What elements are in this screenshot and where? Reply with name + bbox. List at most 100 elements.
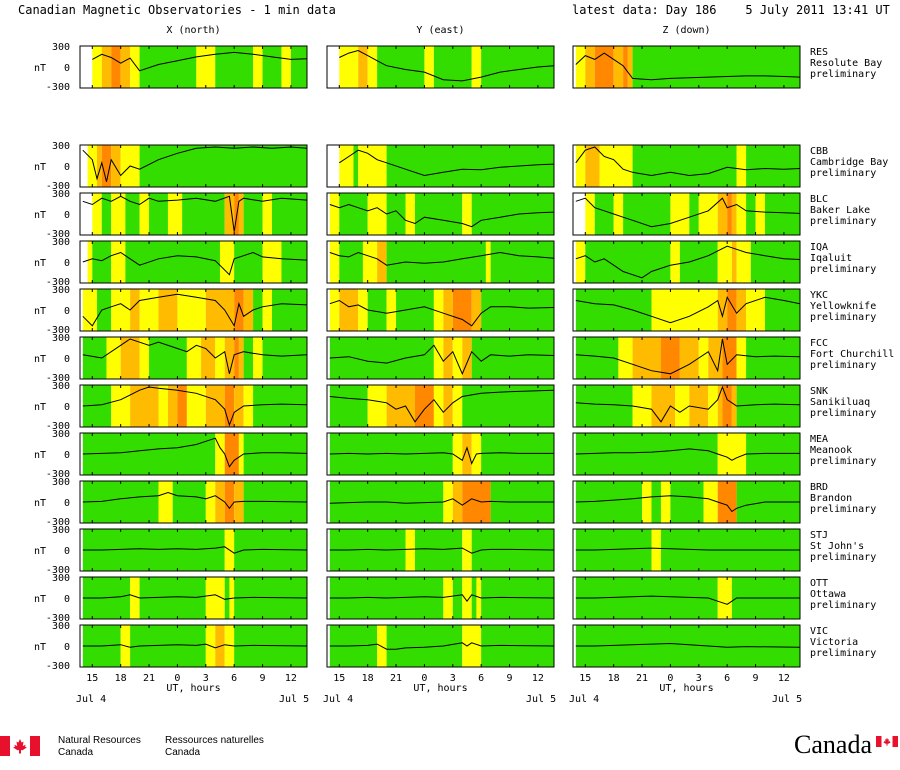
activity-band	[377, 46, 425, 88]
component-headers: X (north) Y (east) Z (down)	[166, 25, 710, 36]
date-label-end: Jul 5	[279, 694, 309, 705]
activity-band	[405, 529, 415, 571]
activity-band	[281, 46, 291, 88]
y-tick-label: 300	[52, 477, 70, 488]
activity-band	[243, 433, 307, 475]
activity-band	[101, 46, 112, 88]
activity-band	[660, 337, 680, 379]
x-tick-label: 6	[724, 673, 730, 684]
activity-band	[689, 385, 709, 427]
station-code: OTT	[810, 578, 828, 589]
activity-band	[139, 193, 150, 235]
activity-band	[111, 193, 126, 235]
activity-band	[689, 193, 699, 235]
station-name: Brandon	[810, 493, 852, 504]
x-tick-label: 21	[636, 673, 648, 684]
station-name: Ottawa	[810, 589, 846, 600]
nrcan-english-line1: Natural Resources	[58, 735, 141, 746]
panel-frame	[326, 384, 555, 428]
activity-band	[215, 337, 225, 379]
activity-band	[262, 337, 307, 379]
nrcan-english-line2: Canada	[58, 747, 94, 758]
panel-iqa-2	[572, 240, 801, 284]
activity-band	[386, 289, 397, 331]
component-header: Y (east)	[416, 25, 464, 36]
y-tick-label: -300	[46, 421, 70, 432]
panel-res-2	[572, 45, 801, 89]
panel-blc-0	[79, 192, 308, 236]
panel-frame	[572, 336, 801, 380]
activity-band	[238, 433, 244, 475]
activity-band	[234, 385, 244, 427]
activity-band	[750, 241, 800, 283]
magnetic-trace	[82, 251, 308, 276]
panel-frame	[79, 45, 308, 89]
activity-band	[205, 481, 216, 523]
y-tick-label: 0	[64, 162, 70, 173]
magnetic-trace	[575, 296, 801, 324]
panel-frame	[572, 45, 801, 89]
activity-band	[290, 46, 307, 88]
panel-frame	[326, 432, 555, 476]
y-tick-label: -300	[46, 565, 70, 576]
activity-band	[224, 481, 235, 523]
activity-band	[358, 289, 368, 331]
y-tick-label: 0	[64, 258, 70, 269]
activity-band	[262, 193, 273, 235]
activity-band	[196, 46, 216, 88]
panel-brd-1	[326, 480, 555, 524]
activity-band	[158, 385, 168, 427]
activity-band	[386, 145, 554, 187]
activity-band	[452, 385, 463, 427]
station-code: IQA	[810, 242, 828, 253]
activity-band	[651, 385, 676, 427]
activity-band	[698, 337, 709, 379]
y-tick-label: 300	[52, 429, 70, 440]
activity-band	[111, 145, 121, 187]
panel-frame	[572, 384, 801, 428]
activity-band	[167, 193, 183, 235]
magnetic-trace	[82, 293, 308, 328]
activity-band	[377, 625, 387, 667]
y-axis-label: nT	[34, 642, 46, 653]
activity-band	[92, 241, 112, 283]
panel-frame	[572, 192, 801, 236]
magnetic-trace	[339, 49, 555, 82]
activity-band	[339, 145, 354, 187]
panel-cbb-2	[572, 144, 801, 188]
activity-band	[130, 289, 140, 331]
magnetic-trace	[329, 203, 555, 228]
activity-band	[353, 145, 359, 187]
station-status: preliminary	[810, 360, 876, 371]
activity-band	[717, 481, 737, 523]
x-tick-label: 0	[667, 673, 673, 684]
x-tick-label: 18	[115, 673, 127, 684]
activity-band	[731, 385, 737, 427]
y-tick-label: -300	[46, 181, 70, 192]
x-tick-label: 12	[285, 673, 297, 684]
magnetic-trace	[82, 437, 308, 468]
activity-band	[594, 193, 614, 235]
activity-band	[443, 337, 453, 379]
activity-band	[736, 337, 747, 379]
activity-band	[462, 529, 472, 571]
y-tick-label: 300	[52, 621, 70, 632]
station-code: VIC	[810, 626, 828, 637]
panel-iqa-1	[326, 240, 555, 284]
magnetic-trace	[82, 338, 308, 374]
panel-frame	[326, 144, 555, 188]
x-tick-label: 21	[143, 673, 155, 684]
magnetic-trace	[329, 642, 555, 650]
y-tick-label: 0	[64, 498, 70, 509]
y-tick-label: -300	[46, 325, 70, 336]
magnetic-trace	[329, 299, 555, 327]
activity-band	[82, 433, 216, 475]
time-axis-2: 15 18 21 0 3 6 9 12 UT, hours Jul 4 Jul 5	[569, 673, 802, 705]
activity-band	[642, 481, 652, 523]
panel-frame	[326, 45, 555, 89]
activity-band	[575, 433, 718, 475]
activity-band	[433, 289, 444, 331]
y-tick-label: 0	[64, 63, 70, 74]
